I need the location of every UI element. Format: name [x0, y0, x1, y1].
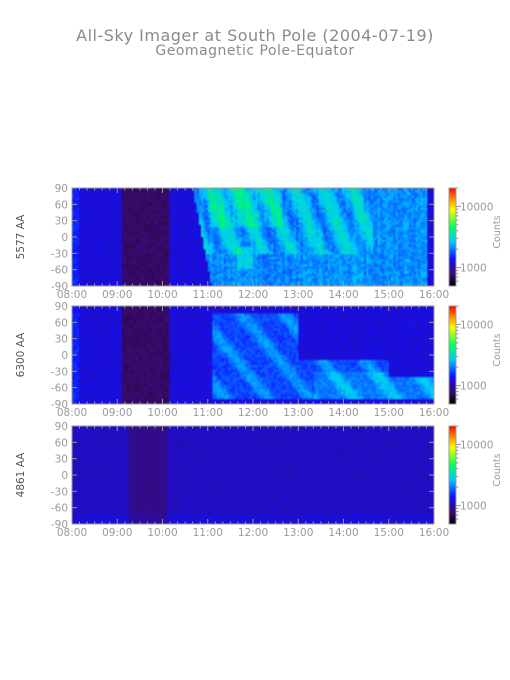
- x-tick-label-1-8: 16:00: [419, 407, 449, 419]
- y-tick-label-0-5: -60: [51, 265, 68, 277]
- x-tick-label-2-1: 09:00: [102, 527, 132, 539]
- x-tick-label-2-3: 11:00: [193, 527, 223, 539]
- chart-title: All-Sky Imager at South Pole (2004-07-19…: [76, 26, 434, 45]
- x-tick-label-1-1: 09:00: [102, 407, 132, 419]
- x-tick-label-2-4: 12:00: [238, 527, 268, 539]
- x-tick-label-0-3: 11:00: [193, 289, 223, 301]
- x-tick-label-1-6: 14:00: [328, 407, 358, 419]
- y-tick-label-2-3: 0: [61, 470, 68, 482]
- y-tick-label-0-3: 0: [61, 232, 68, 244]
- heatmap-image-0: [72, 188, 434, 286]
- y-axis-label-2: 4861 AA: [15, 452, 27, 498]
- x-tick-label-1-0: 08:00: [57, 407, 87, 419]
- y-tick-label-2-4: -30: [51, 486, 68, 498]
- y-tick-label-0-2: 30: [55, 216, 68, 228]
- heatmap-image-1: [72, 306, 434, 404]
- panel-0: 08:00 09:00 10:00 11:00 12:00 13:00 14:00 15:00…: [15, 183, 503, 301]
- x-tick-label-2-6: 14:00: [328, 527, 358, 539]
- chart-subtitle: Geomagnetic Pole-Equator: [155, 43, 355, 59]
- x-tick-label-0-2: 10:00: [147, 289, 177, 301]
- y-tick-label-0-6: -90: [51, 281, 68, 293]
- x-tick-label-2-0: 08:00: [57, 527, 87, 539]
- colorbar-tick-label-2-0: 10000: [460, 439, 493, 451]
- colorbar-label-0: Counts: [492, 215, 503, 248]
- x-tick-label-1-4: 12:00: [238, 407, 268, 419]
- y-tick-label-1-3: 0: [61, 350, 68, 362]
- colorbar-0: [449, 188, 456, 286]
- x-tick-label-0-0: 08:00: [57, 289, 87, 301]
- x-tick-label-2-2: 10:00: [147, 527, 177, 539]
- colorbar-frame-2: [448, 425, 457, 525]
- colorbar-tick-label-0-1: 1000: [460, 263, 487, 275]
- y-tick-label-1-2: 30: [55, 334, 68, 346]
- panel-2: 08:00 09:00 10:00 11:00 12:00 13:00 14:00 15:00…: [15, 421, 503, 539]
- colorbar-tick-label-1-0: 10000: [460, 319, 493, 331]
- y-tick-label-1-0: 90: [55, 301, 68, 313]
- colorbar-1: [449, 306, 456, 404]
- y-tick-label-0-4: -30: [51, 248, 68, 260]
- x-tick-label-0-8: 16:00: [419, 289, 449, 301]
- heatmap-image-2: [72, 426, 434, 524]
- y-axis-label-0: 5577 AA: [15, 214, 27, 260]
- y-tick-label-2-0: 90: [55, 421, 68, 433]
- colorbar-2: [449, 426, 456, 524]
- x-tick-label-2-5: 13:00: [283, 527, 313, 539]
- y-tick-label-2-1: 60: [55, 437, 68, 449]
- colorbar-tick-label-0-0: 10000: [460, 201, 493, 213]
- colorbar-label-2: Counts: [492, 453, 503, 486]
- x-tick-label-1-3: 11:00: [193, 407, 223, 419]
- y-tick-label-2-2: 30: [55, 454, 68, 466]
- x-tick-label-0-5: 13:00: [283, 289, 313, 301]
- x-tick-label-0-7: 15:00: [374, 289, 404, 301]
- x-tick-label-2-7: 15:00: [374, 527, 404, 539]
- y-tick-label-1-1: 60: [55, 317, 68, 329]
- y-axis-label-1: 6300 AA: [15, 332, 27, 378]
- y-tick-label-2-6: -90: [51, 519, 68, 531]
- y-tick-label-1-5: -60: [51, 383, 68, 395]
- colorbar-tick-label-1-1: 1000: [460, 381, 487, 393]
- y-tick-label-0-0: 90: [55, 183, 68, 195]
- y-tick-label-0-1: 60: [55, 199, 68, 211]
- x-tick-label-1-5: 13:00: [283, 407, 313, 419]
- x-tick-label-2-8: 16:00: [419, 527, 449, 539]
- x-tick-label-1-2: 10:00: [147, 407, 177, 419]
- colorbar-frame-1: [448, 305, 457, 405]
- colorbar-tick-label-2-1: 1000: [460, 501, 487, 513]
- x-tick-label-0-6: 14:00: [328, 289, 358, 301]
- y-tick-label-1-6: -90: [51, 399, 68, 411]
- x-tick-label-0-4: 12:00: [238, 289, 268, 301]
- panel-1: 08:00 09:00 10:00 11:00 12:00 13:00 14:00 15:00…: [15, 301, 503, 419]
- x-tick-label-1-7: 15:00: [374, 407, 404, 419]
- y-tick-label-2-5: -60: [51, 503, 68, 515]
- colorbar-frame-0: [448, 187, 457, 287]
- colorbar-label-1: Counts: [492, 333, 503, 366]
- y-tick-label-1-4: -30: [51, 366, 68, 378]
- x-tick-label-0-1: 09:00: [102, 289, 132, 301]
